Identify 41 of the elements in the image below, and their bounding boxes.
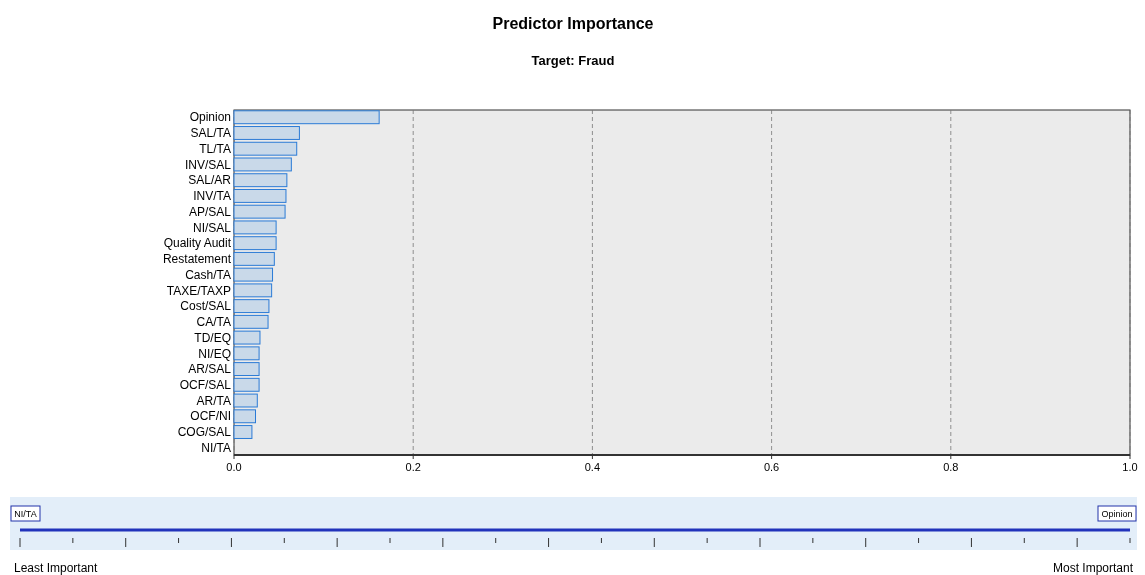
y-tick-label: NI/SAL: [192, 220, 232, 235]
text: Least Important: [14, 561, 99, 575]
text: Opinion: [1101, 509, 1133, 519]
chart-subtitle: Target: Fraud: [531, 53, 615, 68]
y-tick-label: TD/EQ: [194, 330, 231, 345]
bar: [233, 251, 275, 266]
y-tick-label: Opinion: [189, 110, 231, 125]
x-tick-label: 0.4: [584, 461, 601, 473]
y-tick-label: Cash/TA: [185, 267, 231, 282]
y-tick-label: SAL/TA: [190, 126, 231, 141]
x-tick-label: 0.2: [405, 461, 421, 473]
y-tick-label: INV/TA: [193, 189, 231, 204]
y-tick-label: SAL/AR: [188, 173, 232, 188]
bar: [233, 362, 260, 377]
bar: [233, 126, 300, 140]
y-tick-label: NI/TA: [201, 440, 231, 455]
y-tick-label: OCF/SAL: [179, 378, 232, 392]
x-tick-label: 0.0: [226, 461, 242, 473]
y-tick-label: CA/TA: [196, 315, 231, 330]
y-tick-label: Cost/SAL: [180, 299, 232, 314]
y-tick-label: Quality Audit: [163, 236, 232, 251]
y-tick-label: AP/SAL: [188, 204, 232, 219]
y-tick-label: AR/SAL: [188, 362, 232, 377]
y-tick-label: Restatement: [162, 252, 232, 267]
x-tick-label: 0.6: [763, 461, 780, 473]
y-tick-label: COG/SAL: [177, 425, 232, 440]
bar: [233, 110, 380, 125]
y-tick-label: INV/SAL: [184, 157, 232, 172]
y-tick-label: TAXE/TAXP: [166, 283, 231, 298]
y-tick-label: NI/EQ: [198, 346, 231, 361]
bar: [233, 425, 253, 439]
x-tick-label: 1.0: [1122, 461, 1138, 473]
x-tick-label: 0.8: [943, 461, 959, 473]
y-tick-label: TL/TA: [199, 141, 231, 156]
text: Most Important: [1052, 561, 1134, 575]
chart-title: Predictor Importance: [492, 15, 654, 32]
y-tick-label: OCF/NI: [190, 409, 231, 424]
y-tick-label: AR/TA: [196, 393, 231, 408]
bar: [233, 188, 287, 203]
bar: [233, 299, 270, 314]
text: NI/TA: [14, 509, 37, 519]
